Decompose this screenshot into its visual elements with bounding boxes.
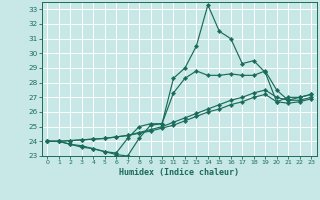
X-axis label: Humidex (Indice chaleur): Humidex (Indice chaleur)	[119, 168, 239, 177]
